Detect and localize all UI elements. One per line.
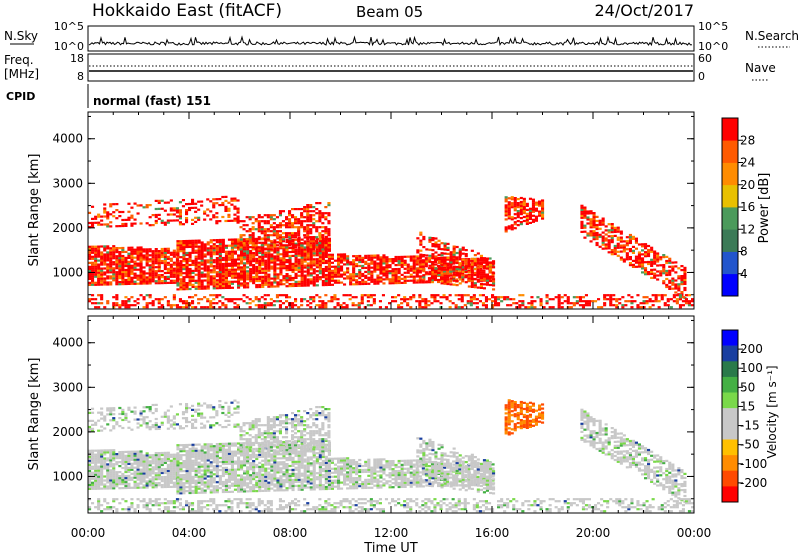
cpid-label: CPID	[6, 90, 35, 103]
noise-trace	[88, 35, 693, 47]
power-ylabel: Slant Range [km]	[27, 154, 42, 267]
colorbar-tick-label: 200	[740, 342, 763, 356]
freq-left-label-1: Freq.	[4, 53, 34, 67]
x-tick-label: 20:00	[576, 526, 611, 540]
noise-tick-top-right: 10^5	[698, 20, 728, 33]
velocity-colorbar-label: Velocity [m s⁻¹]	[765, 365, 779, 458]
colorbar-tick-label: 8	[740, 245, 748, 259]
noise-tick-bottom-right: 10^0	[698, 40, 728, 53]
power-panel: 1000 2000 3000 4000 Slant Range [km]	[27, 111, 695, 310]
power-colorbar-label: Power [dB]	[757, 173, 772, 244]
velocity-ytick-label: 2000	[52, 425, 83, 439]
x-tick-label: 12:00	[374, 526, 409, 540]
freq-left-label-2: [MHz]	[4, 67, 39, 81]
colorbar-tick-label: -50	[740, 438, 760, 452]
power-ytick-label: 4000	[52, 132, 83, 146]
x-tick-label: 00:00	[71, 526, 106, 540]
x-tick-label: 08:00	[273, 526, 308, 540]
colorbar-tick-label: -200	[740, 476, 767, 490]
colorbar-tick-label: -100	[740, 457, 767, 471]
velocity-ytick-label: 1000	[52, 469, 83, 483]
freq-tick-top-left: 18	[70, 52, 84, 65]
colorbar-tick-label: 24	[740, 156, 755, 170]
colorbar-tick-label: 28	[740, 133, 755, 147]
x-tick-label: 16:00	[475, 526, 510, 540]
colorbar-tick-label: 15	[740, 399, 755, 413]
x-tick-label: 00:00	[677, 526, 712, 540]
power-ytick-label: 3000	[52, 176, 83, 190]
colorbar-tick-label: 12	[740, 222, 755, 236]
colorbar-tick-label: 20	[740, 178, 755, 192]
velocity-ytick-label: 3000	[52, 380, 83, 394]
colorbar-tick-label: 16	[740, 200, 755, 214]
x-axis: 00:00 04:00 08:00 12:00 16:00 20:00 00:00	[71, 526, 712, 540]
noise-right-label: N.Search	[745, 29, 799, 43]
colorbar-tick-label: 4	[740, 267, 748, 281]
power-ytick-label: 1000	[52, 265, 83, 279]
noise-left-label: N.Sky	[4, 29, 38, 43]
velocity-ylabel: Slant Range [km]	[27, 358, 42, 471]
nave-label: Nave	[745, 61, 776, 75]
power-colorbar: 4 8 12 16 20 24 28	[721, 117, 755, 297]
power-heatmap	[88, 195, 695, 309]
power-ytick-label: 2000	[52, 221, 83, 235]
x-tick-label: 04:00	[172, 526, 207, 540]
frequency-panel: Freq. [MHz] 18 8 60 0 Nave	[4, 52, 776, 83]
noise-tick-top-left: 10^5	[54, 20, 84, 33]
freq-tick-top-right: 60	[698, 52, 712, 65]
cpid-text: normal (fast) 151	[93, 94, 211, 108]
noise-tick-bottom-left: 10^0	[54, 40, 84, 53]
beam-label: Beam 05	[356, 3, 423, 21]
x-axis-label: Time UT	[363, 541, 417, 554]
velocity-panel: 1000 2000 3000 4000 Slant Range [km]	[27, 315, 695, 514]
freq-tick-bottom-left: 8	[77, 70, 84, 83]
velocity-ytick-label: 4000	[52, 336, 83, 350]
velocity-colorbar: 200 100 50 15 -15 -50 -100 -200	[721, 329, 767, 503]
noise-panel: N.Sky 10^5 10^0 10^5 10^0 N.Search	[4, 20, 799, 53]
plot-title: Hokkaido East (fitACF)	[92, 1, 282, 21]
velocity-heatmap	[88, 399, 695, 513]
freq-tick-bottom-right: 0	[698, 70, 705, 83]
colorbar-tick-label: -15	[740, 419, 760, 433]
date-label: 24/Oct/2017	[594, 1, 694, 20]
colorbar-tick-label: 100	[740, 361, 763, 375]
colorbar-tick-label: 50	[740, 380, 755, 394]
